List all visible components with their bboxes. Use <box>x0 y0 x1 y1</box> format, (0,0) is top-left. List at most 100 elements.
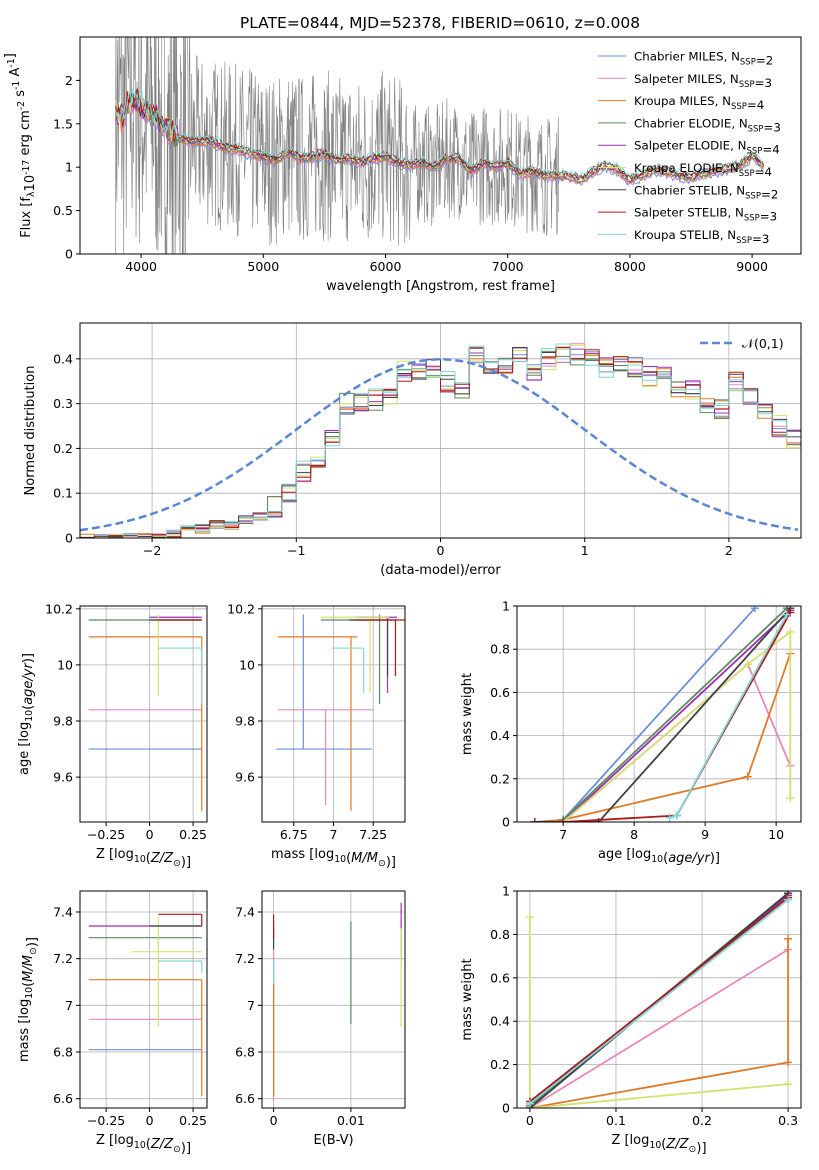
legend-label: Salpeter STELIB, NSSP=3 <box>634 206 777 224</box>
model-spectrum-kroupa-stelib <box>114 87 764 178</box>
series-line <box>529 898 789 1105</box>
axes-frame <box>516 890 802 1109</box>
series-marker <box>784 1080 793 1089</box>
x-tick-label: 7 <box>330 827 338 842</box>
point-kroupa-miles <box>277 636 358 811</box>
series-marker <box>782 610 791 619</box>
x-tick-label: 0 <box>526 1113 534 1128</box>
series-chabrier-elodie <box>559 606 791 822</box>
ticks <box>513 605 777 826</box>
series-line <box>534 607 791 822</box>
x-tick-label: 8 <box>630 827 638 842</box>
ticks <box>258 911 352 1112</box>
ticks <box>76 79 753 258</box>
plot-area <box>276 614 405 811</box>
y-tick-label: 0.6 <box>490 970 510 985</box>
grid <box>80 323 801 539</box>
y-tick-label: 7 <box>247 998 255 1013</box>
x-tick-label: 9000 <box>736 259 768 274</box>
series-line <box>562 607 756 821</box>
x-tick-label: −0.25 <box>87 827 125 842</box>
x-tick-label: 2 <box>725 543 733 558</box>
y-tick-label: 0.4 <box>490 728 510 743</box>
point-kroupa-elodie <box>320 616 390 693</box>
y-tick-label: 2 <box>65 73 73 88</box>
panel-age-vs-mass: 6.75 7 7.25 9.6 9.8 10 10.2 mass [log10(M/M⊙)] <box>227 601 406 870</box>
series-marker <box>525 913 534 922</box>
ticks <box>76 608 194 826</box>
histogram-salpeter-elodie <box>80 348 801 538</box>
series-marker <box>750 606 759 613</box>
y-tick-label: 0.1 <box>53 486 73 501</box>
grid <box>262 606 405 822</box>
point-kroupa-stelib <box>158 647 203 705</box>
histogram-chabrier-miles <box>80 351 801 538</box>
y-tick-label: 1.5 <box>53 116 73 131</box>
x-axis-label: mass [log10(M/M⊙)] <box>271 847 396 870</box>
x-tick-label: 0.25 <box>179 1113 207 1128</box>
legend-label: Kroupa MILES, NSSP=4 <box>634 94 764 112</box>
x-tick-label: 0 <box>437 543 445 558</box>
x-tick-label: 10 <box>768 827 784 842</box>
x-axis-label: age [log10(age/yr)] <box>598 847 720 866</box>
legend-label: Kroupa STELIB, NSSP=3 <box>634 228 769 246</box>
x-tick-label: 0.2 <box>692 1113 712 1128</box>
series-marker <box>665 813 674 822</box>
plot-area <box>80 343 801 538</box>
series-line <box>529 896 789 1103</box>
plot-area <box>530 606 795 822</box>
series-kroupa-stelib <box>525 895 793 1108</box>
x-tick-label: 6000 <box>370 259 402 274</box>
legend-label: Salpeter ELODIE, NSSP=4 <box>634 139 780 157</box>
ticks <box>513 890 789 1112</box>
y-tick-label: 0.4 <box>53 351 73 366</box>
x-tick-label: 5000 <box>247 259 279 274</box>
y-tick-label: 0.5 <box>53 203 73 218</box>
series-line <box>534 609 791 822</box>
y-tick-label: 0 <box>65 247 73 262</box>
point-kroupa-miles <box>88 979 203 1097</box>
x-tick-label: 0.25 <box>179 827 207 842</box>
legend-label: Chabrier STELIB, NSSP=2 <box>634 183 778 201</box>
x-axis-label: E(B-V) <box>313 1133 353 1148</box>
y-tick-label: 9.6 <box>53 770 73 785</box>
y-tick-label: 7.4 <box>235 905 255 920</box>
series-marker <box>743 772 752 781</box>
series-kroupa-stelib <box>665 610 791 822</box>
plot-area <box>525 891 793 1108</box>
x-tick-label: 7000 <box>492 259 524 274</box>
axes-frame <box>79 605 208 823</box>
y-axis-label: Normed distribution <box>23 366 38 496</box>
series-marker <box>786 794 795 803</box>
y-tick-label: 6.8 <box>235 1045 255 1060</box>
panel-residual-histogram: −2 −1 0 1 2 0 0.1 0.2 0.3 0.4 (data-model)/error No… <box>23 322 802 578</box>
plot-area <box>272 902 402 1101</box>
point-kroupa-stelib <box>158 960 203 973</box>
y-tick-label: 0.2 <box>53 441 73 456</box>
y-tick-label: 10.2 <box>227 601 255 616</box>
x-tick-label: −1 <box>287 543 305 558</box>
y-tick-label: 7.4 <box>53 905 73 920</box>
y-tick-label: 6.8 <box>53 1045 73 1060</box>
series-marker <box>672 811 681 820</box>
y-tick-label: 9.6 <box>235 770 255 785</box>
panel-mass-weight-vs-age: 7 8 9 10 0 0.2 0.4 0.6 0.8 1 age [log10(age/yr)] ma… <box>460 599 802 866</box>
y-tick-label: 0.2 <box>490 771 510 786</box>
panel-mass-weight-vs-Z: 0 0.1 0.2 0.3 0 0.2 0.4 0.6 0.8 1 Z [log10(Z/Z⊙)] m… <box>460 884 802 1156</box>
point-salpeter-stelib <box>357 619 405 677</box>
figure-title: PLATE=0844, MJD=52378, FIBERID=0610, z=0… <box>240 14 640 32</box>
y-tick-label: 1 <box>502 599 510 614</box>
series-kroupa-elodie <box>559 627 795 822</box>
y-tick-label: 7.2 <box>53 951 73 966</box>
axes-frame <box>516 605 802 823</box>
x-tick-label: 4000 <box>125 259 157 274</box>
series-line <box>562 662 792 822</box>
point-kroupa-stelib <box>331 647 365 693</box>
y-axis-label: Flux [fλ10-17 erg cm-2 s-1 A-1] <box>3 53 38 238</box>
y-tick-label: 6.6 <box>53 1091 73 1106</box>
y-tick-label: 0.6 <box>490 685 510 700</box>
series-marker <box>530 818 539 822</box>
panel-spectrum: 4000 5000 6000 7000 8000 9000 0 0.5 1 1.5 2 wavelen… <box>3 36 802 294</box>
series-salpeter-stelib <box>525 893 793 1106</box>
